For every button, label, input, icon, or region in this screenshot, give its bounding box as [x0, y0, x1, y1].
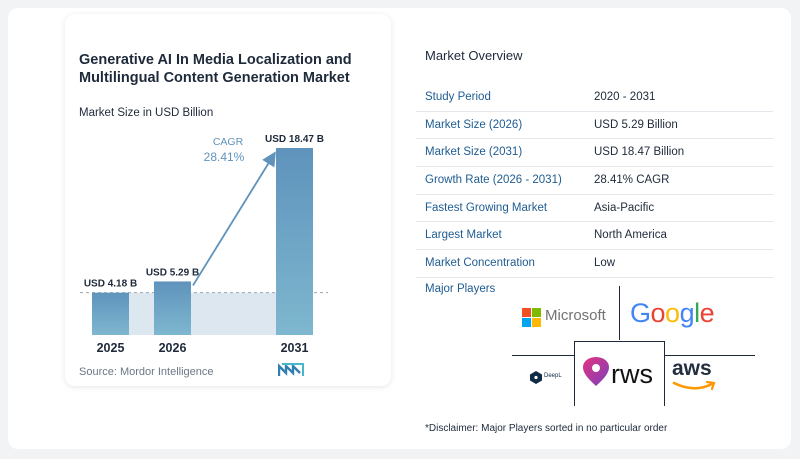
overview-row-label: Largest Market — [425, 229, 502, 242]
overview-row-label: Market Concentration — [425, 257, 535, 270]
data-label-2025: USD 4.18 B — [84, 279, 137, 290]
overview-row-value: Low — [594, 257, 616, 270]
grid-divider — [574, 341, 575, 406]
bar-2025 — [92, 292, 129, 335]
cagr-arrow — [192, 151, 276, 286]
data-label-2031: USD 18.47 B — [265, 134, 324, 145]
bar-2026 — [154, 281, 191, 335]
bar-2031 — [276, 148, 313, 335]
x-tick-2025: 2025 — [97, 341, 125, 355]
chart-subtitle: Market Size in USD Billion — [79, 107, 214, 119]
microsoft-squares-icon — [522, 308, 541, 327]
overview-row-value: USD 5.29 Billion — [594, 118, 678, 131]
overview-row: Market Concentration Low — [416, 250, 773, 278]
overview-row-value: North America — [594, 229, 667, 242]
overview-row-value: Asia-Pacific — [594, 201, 655, 214]
cagr-value: 28.41% — [204, 150, 245, 164]
microsoft-wordmark: Microsoft — [545, 307, 606, 324]
players-label: Major Players — [425, 283, 496, 295]
data-label-2026: USD 5.29 B — [146, 267, 199, 278]
x-tick-2031: 2031 — [281, 341, 309, 355]
chart-title: Generative AI In Media Localization and … — [79, 52, 352, 86]
grid-divider — [512, 355, 574, 356]
aws-wordmark: aws — [672, 357, 712, 380]
overview-row-value: USD 18.47 Billion — [594, 146, 685, 159]
overview-table: Study Period 2020 - 2031 Market Size (2026… — [416, 84, 773, 278]
grid-divider — [619, 286, 620, 340]
rws-wordmark: rws — [611, 359, 653, 389]
deepl-wordmark: DeepL — [544, 373, 562, 379]
deepl-icon — [530, 371, 542, 384]
overview-row: Growth Rate (2026 - 2031) 28.41% CAGR — [416, 167, 773, 195]
grid-divider — [664, 355, 755, 356]
overview-row-value: 2020 - 2031 — [594, 91, 656, 103]
mordor-logo-icon — [278, 363, 304, 376]
overview-row: Largest Market North America — [416, 222, 773, 251]
grid-divider — [664, 341, 665, 406]
google-logo: Google — [630, 298, 715, 328]
overview-row: Market Size (2031) USD 18.47 Billion — [416, 139, 773, 168]
disclaimer: *Disclaimer: Major Players sorted in no … — [425, 423, 668, 434]
overview-row-label: Study Period — [425, 91, 491, 103]
overview-row-label: Fastest Growing Market — [425, 201, 548, 214]
overview-row-label: Market Size (2026) — [425, 118, 523, 131]
source-text: Source: Mordor Intelligence — [79, 366, 214, 378]
grid-divider — [574, 341, 665, 342]
bar-chart: USD 4.18 B 2025 USD 5.29 B 2026 USD 18.47 B 2… — [80, 134, 328, 355]
overview-row: Fastest Growing Market Asia-Pacific — [416, 195, 773, 223]
overview-row-label: Market Size (2031) — [425, 146, 523, 159]
aws-smile-icon — [672, 380, 716, 391]
overview-title: Market Overview — [425, 48, 523, 63]
overview-row: Study Period 2020 - 2031 — [416, 84, 773, 112]
overview-row-label: Growth Rate (2026 - 2031) — [425, 174, 562, 187]
x-tick-2026: 2026 — [159, 341, 187, 355]
overview-row-value: 28.41% CAGR — [594, 174, 670, 187]
cagr-label: CAGR — [213, 136, 244, 148]
overview-row: Market Size (2026) USD 5.29 Billion — [416, 112, 773, 140]
rws-drop-icon — [583, 357, 609, 386]
